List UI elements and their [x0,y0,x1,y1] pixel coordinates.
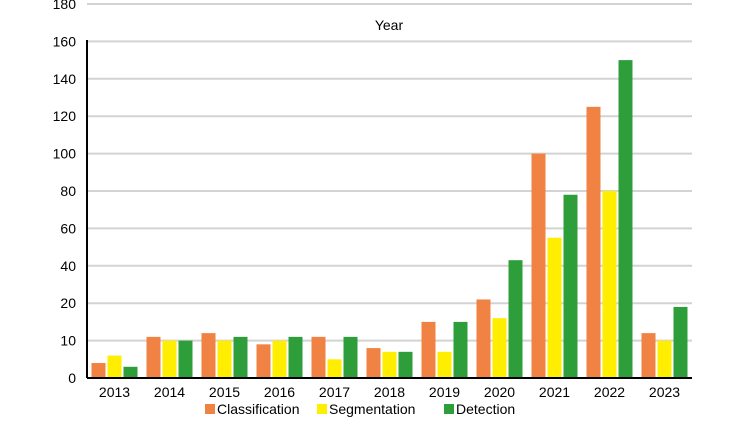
bar-detection-2014 [178,340,193,378]
legend-swatch-segmentation [317,404,327,414]
y-axis-ticks: 0 10 20 40 60 80 100 120 140 160 180 [53,0,77,386]
bars [91,60,688,378]
y-tick-label: 140 [53,71,77,87]
y-tick-label: 60 [60,220,76,236]
bar-segmentation-2015 [217,340,232,378]
legend-label-segmentation: Segmentation [329,401,415,417]
x-tick-label: 2014 [154,384,185,400]
bar-segmentation-2013 [107,355,122,378]
y-tick-label: 0 [68,370,76,386]
bar-detection-2016 [288,336,303,378]
x-tick-label: 2019 [429,384,460,400]
x-tick-label: 2018 [374,384,405,400]
bar-segmentation-2022 [602,191,617,378]
x-tick-label: 2023 [649,384,680,400]
y-tick-label: 180 [53,0,77,12]
bar-segmentation-2016 [272,340,287,378]
legend-label-classification: Classification [217,401,299,417]
y-tick-label: 160 [53,33,77,49]
legend-swatch-classification [205,404,215,414]
bar-detection-2013 [123,366,138,378]
bar-detection-2020 [508,260,523,378]
bar-detection-2021 [563,194,578,378]
bar-classification-2020 [476,299,491,378]
y-tick-label: 10 [60,333,76,349]
bar-segmentation-2020 [492,318,507,378]
bar-segmentation-2023 [657,340,672,378]
x-tick-label: 2022 [594,384,625,400]
bar-classification-2014 [146,336,161,378]
chart-title: Year [375,17,404,33]
gridlines [87,3,692,342]
bar-detection-2017 [343,336,358,378]
x-tick-label: 2017 [319,384,350,400]
bar-segmentation-2014 [162,340,177,378]
bar-classification-2016 [256,344,271,378]
bar-classification-2017 [311,336,326,378]
legend: Classification Segmentation Detection [205,401,515,417]
bar-detection-2023 [673,306,688,378]
bar-detection-2022 [618,60,633,378]
legend-swatch-detection [444,404,454,414]
bar-classification-2015 [201,333,216,378]
y-tick-label: 100 [53,146,77,162]
bar-segmentation-2019 [437,351,452,378]
bar-classification-2021 [531,153,546,378]
x-tick-label: 2021 [539,384,570,400]
y-tick-label: 120 [53,108,77,124]
bar-detection-2019 [453,321,468,378]
x-tick-label: 2020 [484,384,515,400]
bar-detection-2018 [398,351,413,378]
bar-segmentation-2018 [382,351,397,378]
y-tick-label: 80 [60,183,76,199]
legend-label-detection: Detection [456,401,515,417]
bar-detection-2015 [233,336,248,378]
x-tick-label: 2016 [264,384,295,400]
x-axis-ticks: 2013 2014 2015 2016 2017 2018 2019 2020 2021 2022… [99,384,680,400]
bar-classification-2022 [586,106,601,378]
bar-classification-2019 [421,321,436,378]
bar-segmentation-2017 [327,359,342,378]
x-tick-label: 2013 [99,384,130,400]
bar-classification-2013 [91,363,106,378]
x-tick-label: 2015 [209,384,240,400]
y-tick-label: 20 [60,295,76,311]
bar-classification-2018 [366,348,381,378]
bar-segmentation-2021 [547,237,562,378]
y-tick-label: 40 [60,258,76,274]
bar-classification-2023 [641,333,656,378]
